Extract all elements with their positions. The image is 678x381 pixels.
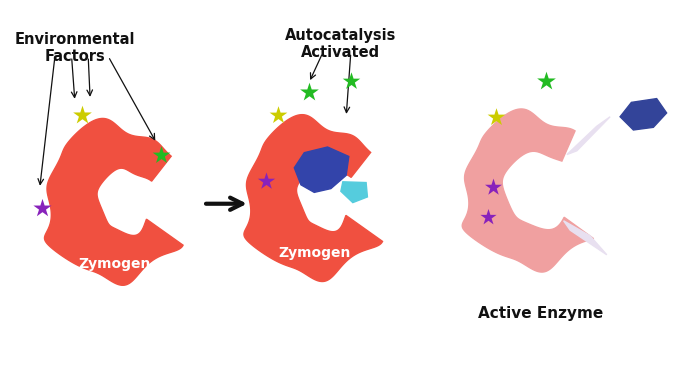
Polygon shape (567, 117, 610, 155)
Point (345, 78, 356, 84)
Point (156, 152, 167, 158)
Polygon shape (462, 109, 594, 272)
Polygon shape (45, 118, 183, 285)
Text: Autocatalysis
Activated: Autocatalysis Activated (285, 28, 397, 60)
Polygon shape (294, 147, 348, 192)
Polygon shape (563, 221, 607, 255)
Text: Zymogen: Zymogen (278, 246, 351, 260)
Text: Zymogen: Zymogen (79, 257, 151, 271)
Point (260, 178, 271, 184)
Point (273, 112, 283, 118)
Point (487, 184, 498, 190)
Polygon shape (341, 182, 367, 203)
Point (76, 112, 87, 118)
Point (490, 114, 501, 120)
Text: Active Enzyme: Active Enzyme (478, 306, 603, 321)
Point (483, 214, 494, 220)
Point (540, 78, 551, 84)
Point (304, 89, 315, 95)
Polygon shape (244, 115, 382, 282)
Text: Environmental
Factors: Environmental Factors (15, 32, 135, 64)
Polygon shape (620, 99, 666, 130)
Point (36, 205, 47, 211)
